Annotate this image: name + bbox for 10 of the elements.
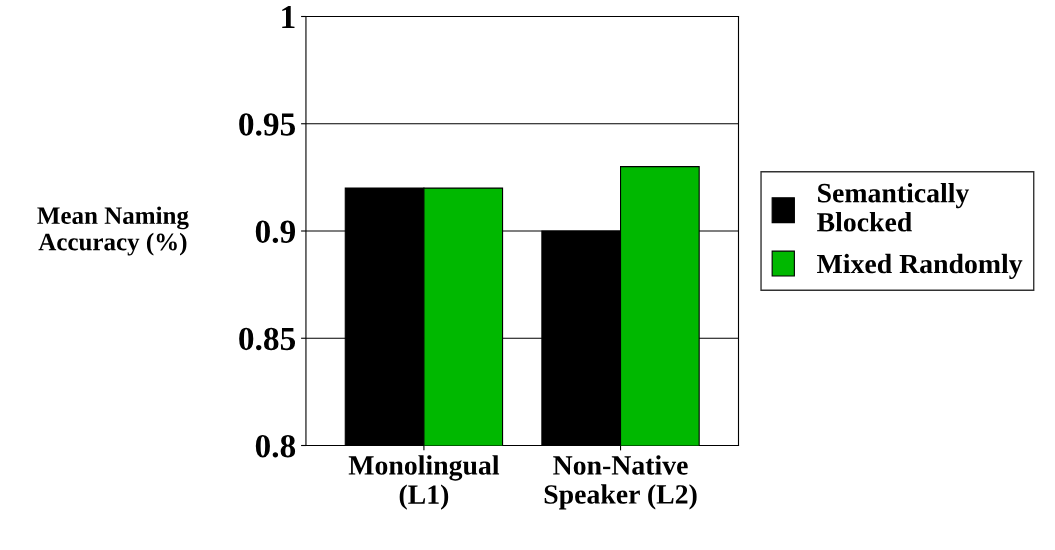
y-tick-label: 0.85 <box>239 327 296 351</box>
y-tick-label: 0.9 <box>255 220 296 244</box>
x-tick-label: Non-Native Speaker (L2) <box>544 455 697 510</box>
legend-label: Semantically Blocked <box>817 182 970 232</box>
x-tick-label: Monolingual (L1) <box>348 455 500 510</box>
y-tick-label: 0.8 <box>255 434 296 458</box>
legend-label: Mixed Randomly <box>817 253 1023 280</box>
y-axis-title: Mean Naming Accuracy (%) <box>37 206 189 256</box>
y-tick-label: 0.95 <box>239 113 296 136</box>
y-tick-label: 1 <box>282 6 295 29</box>
